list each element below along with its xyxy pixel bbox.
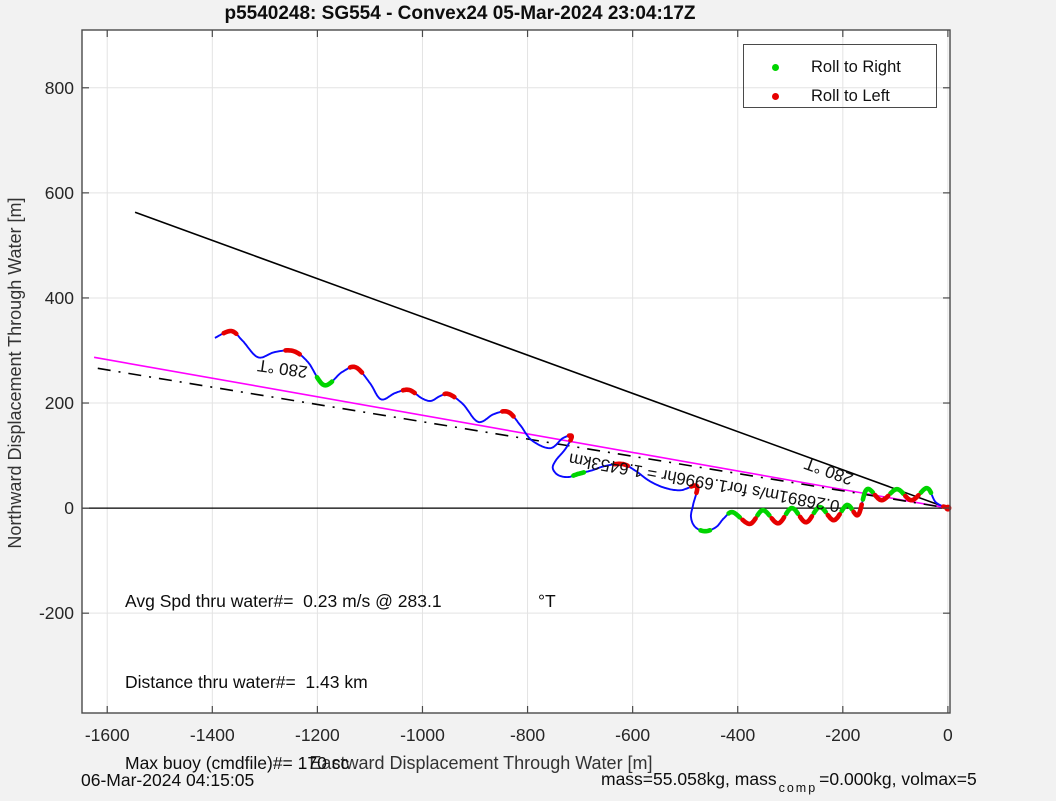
y-axis-label: Northward Displacement Through Water [m] bbox=[5, 197, 25, 549]
roll-marker bbox=[851, 502, 865, 518]
roll-marker bbox=[698, 527, 713, 534]
roll-marker bbox=[314, 374, 335, 388]
volmax-text: =0.000kg, volmax=5 bbox=[819, 769, 977, 789]
roll-marker bbox=[726, 509, 743, 520]
distance-dashdot-line bbox=[97, 367, 949, 509]
roll-marker bbox=[860, 486, 876, 502]
roll-marker bbox=[888, 486, 906, 496]
axes-box bbox=[81, 29, 951, 714]
legend-label: Roll to Left bbox=[811, 87, 890, 105]
roll-marker bbox=[688, 483, 700, 496]
roll-marker bbox=[769, 514, 787, 526]
y-tick-label: 200 bbox=[45, 393, 74, 413]
plot-title: p5540248: SG554 - Convex24 05-Mar-2024 2… bbox=[224, 3, 696, 24]
roll-marker bbox=[283, 347, 303, 357]
stat-max-buoy: Max buoy (cmdfile)#= 170 cc bbox=[125, 753, 350, 773]
legend-item-roll-right: Roll to Right bbox=[744, 53, 936, 82]
roll-marker bbox=[347, 364, 365, 375]
upper-bearing-line bbox=[134, 211, 949, 509]
y-tick-label: 800 bbox=[45, 78, 74, 98]
roll-left-marker-icon bbox=[772, 93, 779, 100]
x-tick-label: -200 bbox=[825, 725, 860, 745]
roll-right-marker-icon bbox=[772, 64, 779, 71]
y-tick-label: -200 bbox=[39, 603, 74, 623]
plot-background bbox=[82, 30, 950, 713]
x-tick-label: -400 bbox=[720, 725, 755, 745]
roll-marker bbox=[825, 511, 843, 523]
roll-marker bbox=[755, 507, 772, 518]
mass-config-text: mass=55.058kg, mass comp =0.000kg, volmax=… bbox=[601, 769, 977, 795]
roll-marker bbox=[221, 328, 239, 337]
x-tick-label: -1200 bbox=[295, 725, 340, 745]
roll-marker bbox=[872, 492, 891, 503]
roll-marker bbox=[566, 433, 575, 443]
roll-marker bbox=[442, 391, 457, 400]
x-tick-label: -1000 bbox=[400, 725, 445, 745]
stat-avg-speed: Avg Spd thru water#= 0.23 m/s @ 283.1 °T bbox=[125, 588, 556, 615]
x-tick-label: -800 bbox=[510, 725, 545, 745]
roll-marker bbox=[918, 485, 934, 496]
mass-text: mass=55.058kg, mass bbox=[601, 769, 777, 789]
roll-marker bbox=[400, 387, 418, 396]
roll-marker bbox=[499, 408, 516, 419]
legend-item-roll-left: Roll to Left bbox=[744, 82, 936, 111]
roll-marker bbox=[571, 470, 587, 478]
roll-marker bbox=[839, 502, 855, 514]
roll-marker bbox=[612, 461, 631, 469]
x-tick-label: 0 bbox=[943, 725, 953, 745]
plot-timestamp: 06-Mar-2024 04:15:05 bbox=[81, 770, 255, 790]
stat-distance: Distance thru water#= 1.43 km bbox=[125, 672, 368, 692]
legend-box: Roll to Right Roll to Left bbox=[743, 44, 937, 108]
stat-avg-speed-text: Avg Spd thru water#= 0.23 m/s @ 283.1 bbox=[125, 591, 442, 611]
mass-comp-subscript: comp bbox=[778, 781, 818, 795]
y-tick-label: 0 bbox=[64, 498, 74, 518]
through-water-bearing-line bbox=[93, 356, 949, 509]
x-tick-label: -1400 bbox=[190, 725, 235, 745]
y-tick-label: 600 bbox=[45, 183, 74, 203]
roll-marker bbox=[783, 505, 801, 517]
roll-marker bbox=[902, 492, 921, 503]
roll-marker bbox=[811, 504, 829, 516]
dive-stats-block: Avg Spd thru water#= 0.23 m/s @ 283.1 °T … bbox=[125, 534, 556, 801]
x-axis-label: Eastward Displacement Through Water [m] bbox=[309, 753, 653, 773]
roll-marker bbox=[797, 513, 815, 525]
x-tick-label: -1600 bbox=[85, 725, 130, 745]
roll-marker bbox=[740, 516, 758, 527]
y-tick-label: 400 bbox=[45, 288, 74, 308]
x-tick-label: -600 bbox=[615, 725, 650, 745]
stat-avg-speed-unit: °T bbox=[538, 591, 556, 611]
legend-label: Roll to Right bbox=[811, 58, 901, 76]
